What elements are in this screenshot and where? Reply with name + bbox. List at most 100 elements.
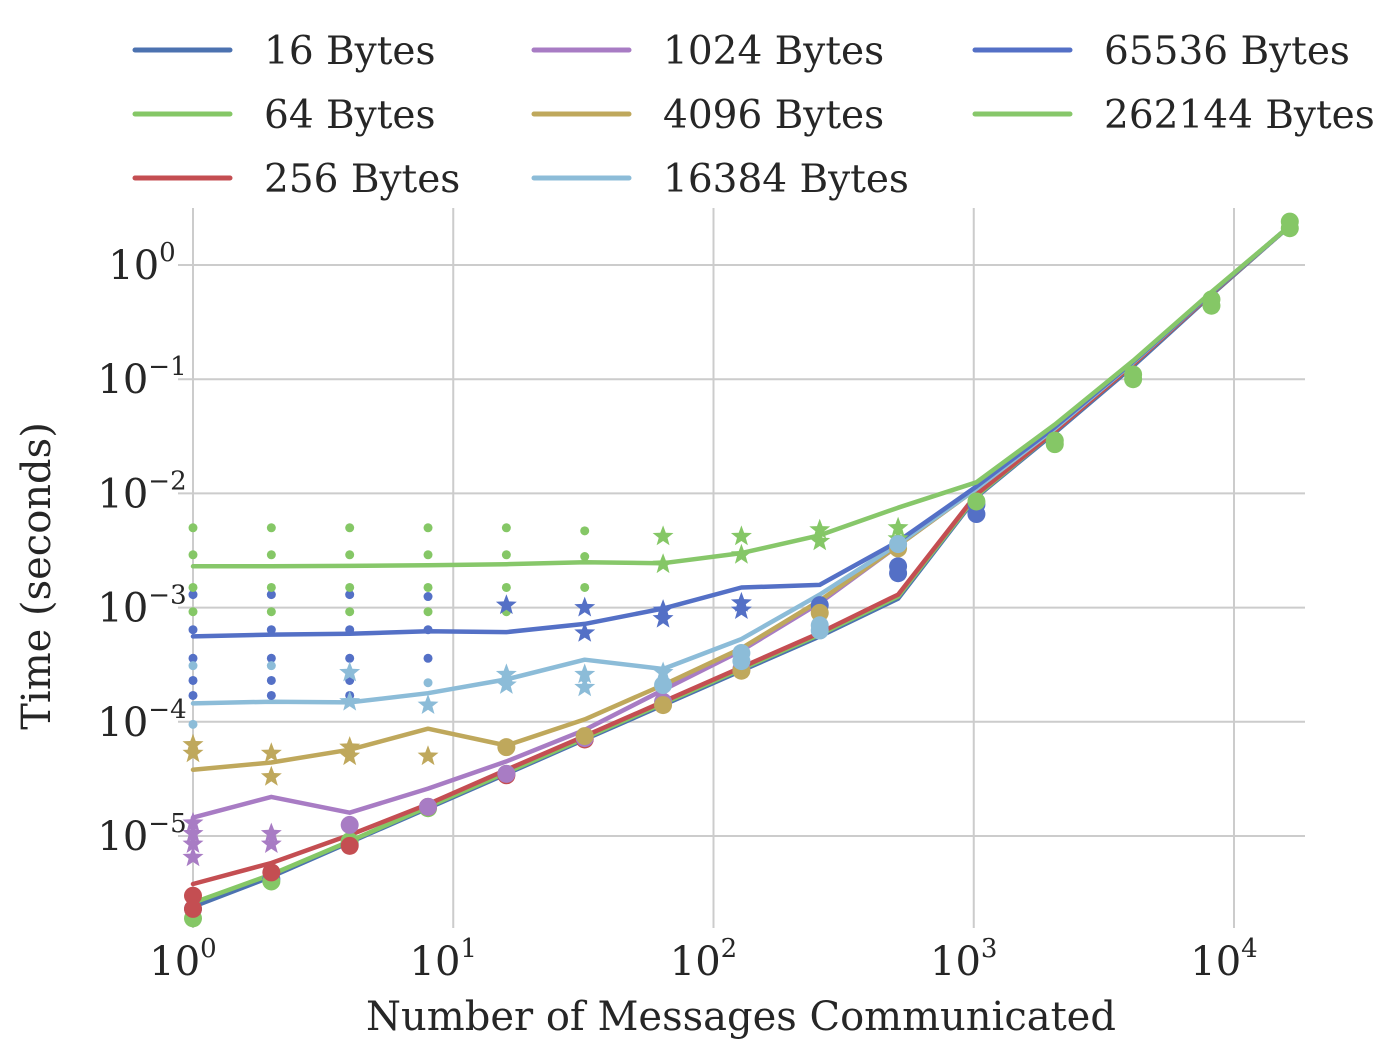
data-point [423,625,433,635]
data-point [423,653,433,663]
data-point-star [652,661,674,682]
series-line-1024-bytes [190,223,1293,820]
series-line-262144-bytes [190,223,1293,569]
data-point [1124,365,1143,384]
data-point-star [182,846,204,867]
data-point [188,550,198,560]
y-tick-label: 10−4 [97,695,186,746]
data-point-star [730,591,752,612]
data-point-star [495,663,517,684]
series-line-4096-bytes [190,223,1293,773]
data-point [1045,431,1064,450]
data-point [266,590,276,600]
legend-item: 16 Bytes [132,29,435,74]
series-line-65536-bytes [190,223,1293,639]
data-point [266,661,276,671]
data-point [266,653,276,663]
data-point [423,607,433,617]
data-point [423,592,433,602]
data-point [889,535,908,554]
data-point [266,582,276,592]
data-point-star [339,661,361,682]
data-point [188,607,198,617]
data-point [654,676,673,695]
legend-label: 1024 Bytes [663,29,884,74]
data-point [188,661,198,671]
data-point-star [809,530,831,551]
legend-item: 64 Bytes [132,93,435,138]
data-point-star [339,690,361,711]
data-point [184,899,202,918]
data-point [345,582,355,592]
data-point [266,523,276,533]
legend-label: 16384 Bytes [663,157,909,202]
data-point-star [182,742,204,763]
data-point-star [652,525,674,546]
data-point [575,727,594,746]
data-point [266,607,276,617]
data-point [340,836,359,855]
data-point-star [887,516,909,537]
data-point [188,690,198,700]
data-point [580,526,590,536]
data-point-star [652,607,674,628]
data-point-star [574,676,596,697]
y-tick-label: 10−2 [97,466,186,517]
data-point-star [730,599,752,619]
data-point-star [730,525,752,546]
y-axis-label: Time (seconds) [14,422,60,730]
y-tick-label: 10−1 [97,352,186,403]
legend-label: 262144 Bytes [1104,93,1375,138]
data-point [188,719,198,729]
data-point-star [417,745,439,766]
data-point [188,675,198,685]
data-point-star [574,621,596,642]
data-point [580,552,590,562]
data-point [497,764,516,783]
data-point [501,550,511,560]
data-point [340,815,359,834]
data-point [266,550,276,560]
data-point [732,644,751,663]
data-markers [182,212,1299,928]
data-point [497,738,516,757]
data-point [188,625,198,635]
data-point [345,523,355,533]
x-tick-label: 100 [149,934,216,985]
data-point [1280,212,1299,231]
x-tick-label: 104 [1190,934,1257,985]
legend-label: 256 Bytes [264,157,460,202]
data-point-star [730,543,752,564]
data-point [345,653,355,663]
y-tick-label: 10−5 [97,809,186,860]
data-point [266,625,276,635]
legend-item: 16384 Bytes [531,157,909,202]
data-point-star [809,518,831,539]
data-point-star [260,742,282,763]
data-point [262,863,281,882]
x-tick-label: 102 [670,934,737,985]
data-point-star [182,833,204,853]
data-point-star [182,812,204,832]
legend-item: 1024 Bytes [531,29,884,74]
data-point-star [495,594,517,615]
data-point [967,492,986,511]
legend: 16 Bytes 64 Bytes 256 Bytes 1024 Bytes 4096 … [132,29,1375,202]
data-point-star [574,663,596,684]
x-tick-label: 103 [930,934,997,985]
legend-label: 65536 Bytes [1104,29,1350,74]
legend-item: 65536 Bytes [972,29,1350,74]
legend-item: 262144 Bytes [972,93,1375,138]
data-point [188,582,198,592]
data-point [501,582,511,592]
data-point [345,607,355,617]
data-point-star [495,674,517,694]
y-tick-label: 100 [108,238,175,289]
data-point [345,625,355,635]
data-point [188,523,198,533]
data-point [1202,290,1221,309]
data-point-star [260,833,282,853]
data-point [889,557,908,576]
data-point [345,550,355,560]
